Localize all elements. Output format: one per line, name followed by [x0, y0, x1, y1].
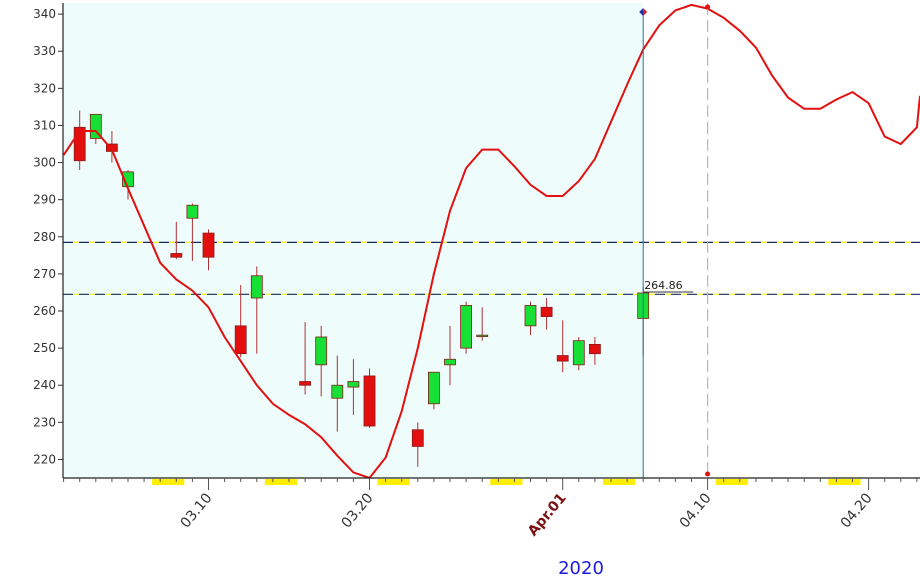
x-date-label: 04.20 — [838, 490, 876, 531]
y-tick-label: 340 — [33, 7, 56, 21]
candles — [73, 110, 650, 467]
candle-body — [170, 253, 183, 258]
y-tick-label: 310 — [33, 118, 56, 132]
x-date-label: Apr.01 — [525, 490, 570, 539]
candle-body — [589, 344, 601, 355]
candle-body — [315, 336, 328, 366]
cursor-marker — [705, 3, 711, 478]
y-axis-ticks: 220 230 240 250 260 270 280 290 300 310 320 330 340 — [33, 7, 63, 466]
candle-body — [202, 232, 215, 258]
candle-body — [572, 340, 585, 366]
candle-body — [427, 371, 440, 405]
candle-body — [363, 375, 376, 427]
candle-body — [89, 113, 102, 139]
axes — [62, 3, 920, 479]
candle-body — [460, 305, 473, 349]
candle-body — [234, 325, 247, 355]
candle-body — [186, 204, 199, 219]
candle-body — [556, 355, 569, 362]
candle-body — [73, 126, 86, 162]
candle-body — [331, 384, 344, 399]
y-tick-label: 320 — [33, 81, 56, 95]
y-tick-label: 330 — [33, 44, 56, 58]
y-tick-label: 220 — [33, 452, 56, 466]
y-tick-label: 250 — [33, 341, 56, 355]
candle-body — [444, 358, 456, 366]
today-marker-diamond-right — [643, 8, 648, 16]
weekend-markers — [152, 479, 861, 485]
cursor-dot-top — [705, 4, 711, 10]
today-marker-diamond-left — [639, 8, 644, 16]
y-tick-label: 230 — [33, 415, 56, 429]
x-date-label: 03.10 — [178, 490, 216, 531]
x-axis-ticks: 03.10 03.20 Apr.01 04.10 04.20 — [63, 478, 918, 539]
y-tick-label: 240 — [33, 378, 56, 392]
y-tick-label: 270 — [33, 267, 56, 281]
candle-body — [250, 275, 263, 299]
candle-body — [347, 381, 360, 388]
y-tick-label: 300 — [33, 156, 56, 170]
year-label: 2020 — [558, 558, 604, 579]
candle-body — [411, 429, 424, 447]
y-tick-label: 290 — [33, 193, 56, 207]
y-tick-label: 280 — [33, 230, 56, 244]
candle-body — [476, 334, 489, 338]
candle-body — [524, 305, 537, 327]
last-price-tag: 264.86 — [643, 279, 694, 293]
x-date-label: 04.10 — [677, 490, 715, 531]
candle-body — [540, 306, 553, 317]
last-price-label: 264.86 — [644, 279, 683, 292]
cursor-dot-bottom — [705, 471, 711, 477]
prediction-line — [62, 3, 920, 480]
x-date-label: 03.20 — [339, 490, 377, 531]
candle-body — [299, 381, 312, 386]
y-tick-label: 260 — [33, 304, 56, 318]
horizontal-reference-lines — [63, 241, 920, 295]
